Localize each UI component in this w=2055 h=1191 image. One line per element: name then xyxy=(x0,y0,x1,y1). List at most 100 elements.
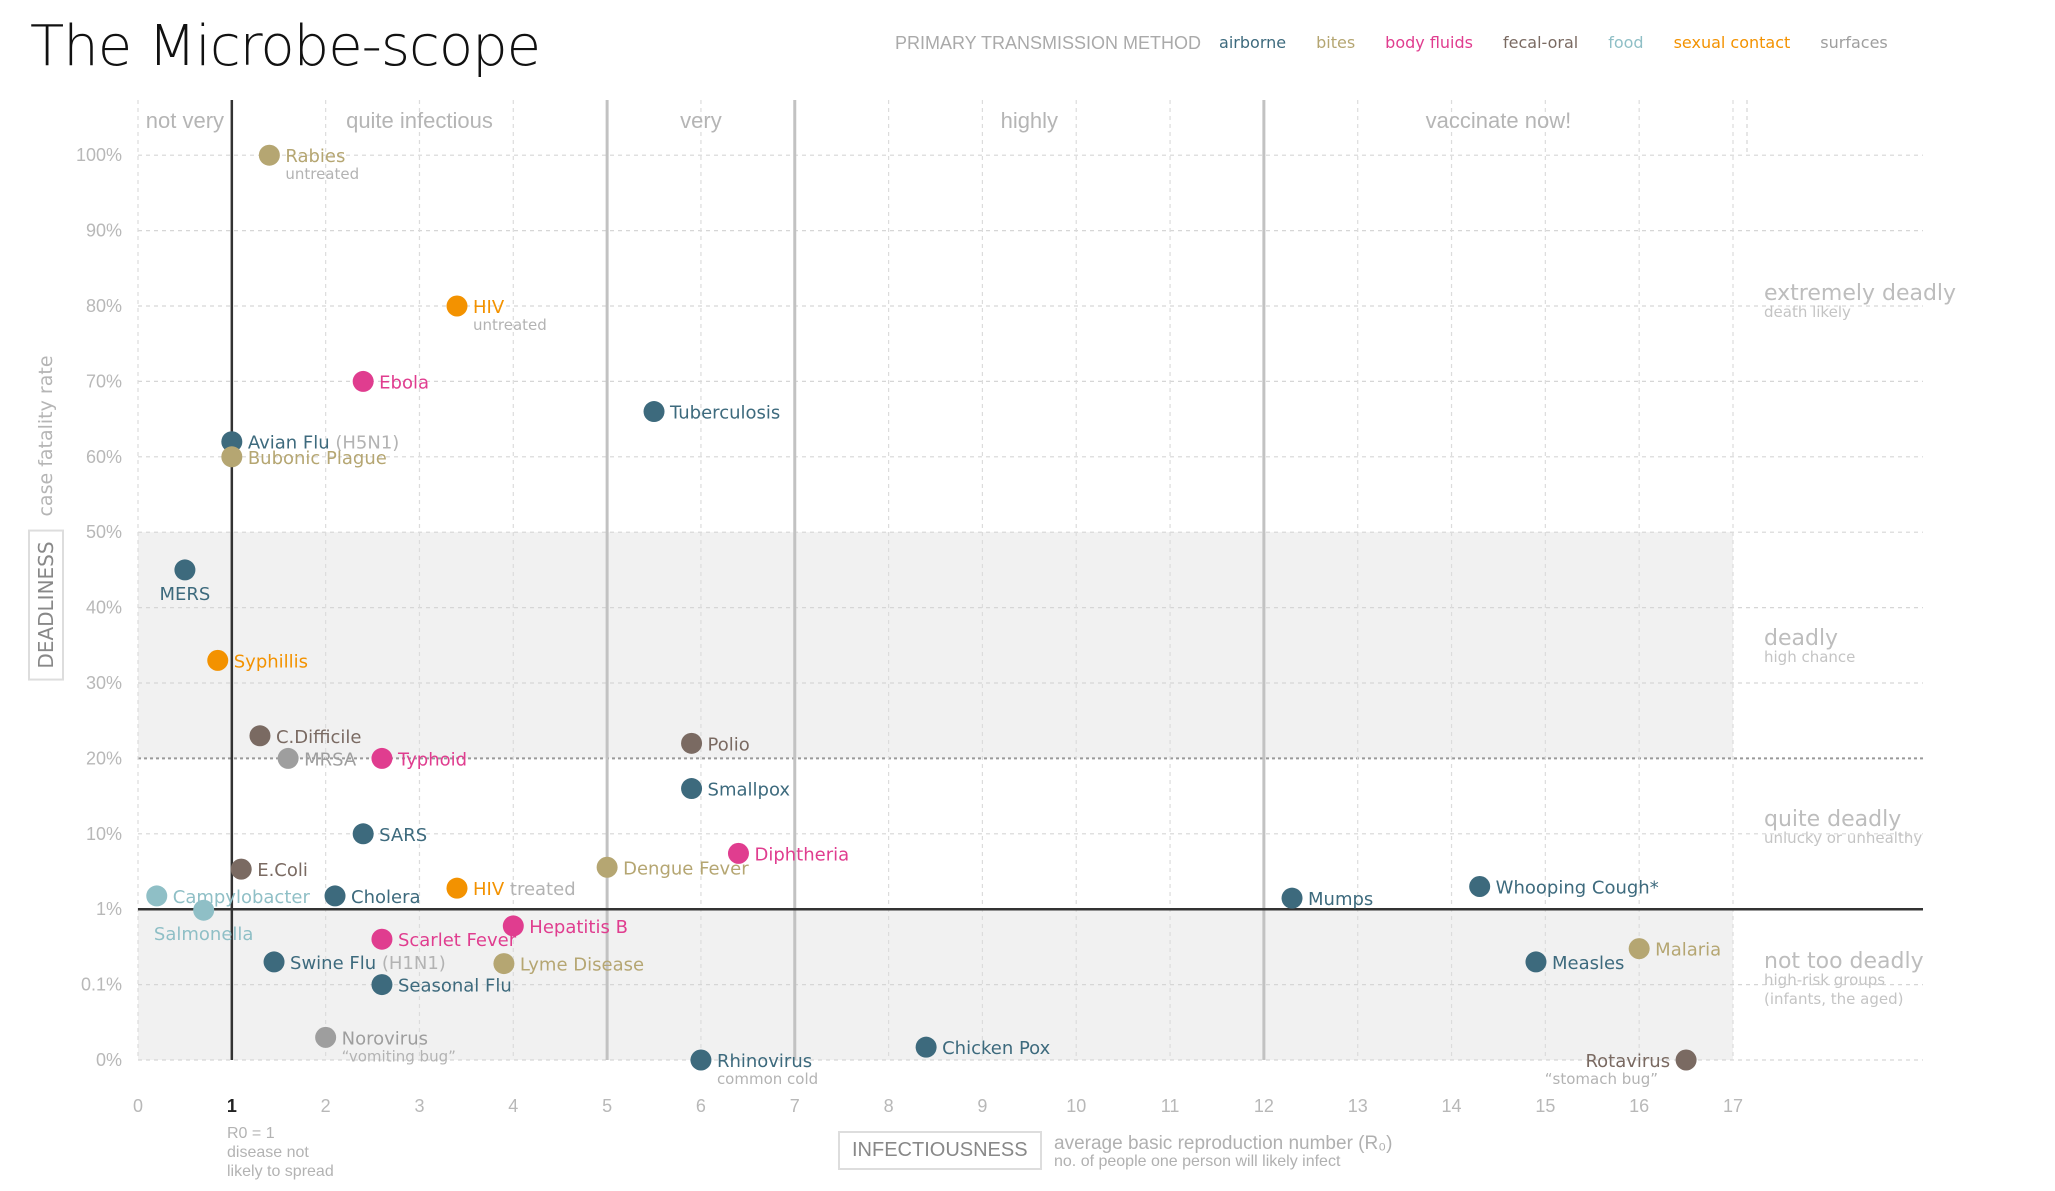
deadliness-band-sublabel: unlucky or unhealthy xyxy=(1764,829,1922,847)
point-sublabel: common cold xyxy=(717,1070,818,1088)
point-marker xyxy=(1675,1049,1697,1071)
point-label: HIV xyxy=(473,297,505,318)
point-marker xyxy=(249,725,271,747)
band-labels: not very quite infectious very highly vaccin… xyxy=(146,108,1956,1008)
shaded-band-deadly xyxy=(138,532,1733,759)
legend-item-body-fluids[interactable]: body fluids xyxy=(1385,33,1473,52)
point-label: MRSA xyxy=(304,749,357,770)
point-label: Typhoid xyxy=(397,749,467,770)
point-marker xyxy=(690,1049,712,1071)
point-marker xyxy=(643,401,665,423)
point-label: Mumps xyxy=(1308,889,1373,910)
tick-labels: 0% 0.1% 1% 10% 20% 30% 40% 50% 60% 70% 80% 90% 100% 0… xyxy=(76,145,1743,1116)
data-point[interactable]: Tuberculosis xyxy=(643,401,781,424)
data-point[interactable]: Scarlet Fever xyxy=(371,928,517,952)
x-axis-description: average basic reproduction number (R₀) n… xyxy=(1054,1133,1393,1171)
point-marker xyxy=(915,1036,937,1058)
point-label: Lyme Disease xyxy=(520,955,644,976)
point-label: Rhinovirus xyxy=(717,1051,812,1072)
y-axis-title: case fatality rate xyxy=(35,355,57,517)
data-point[interactable]: Smallpox xyxy=(681,778,790,801)
deadliness-band-sublabel: high chance xyxy=(1764,648,1855,666)
point-marker xyxy=(230,858,252,880)
data-point[interactable]: Bubonic Plague xyxy=(221,446,387,469)
data-point[interactable]: Measles xyxy=(1525,951,1624,974)
point-marker xyxy=(371,928,393,950)
deadliness-band-label: quite deadly xyxy=(1764,807,1901,832)
x-axis-desc-main: average basic reproduction number (R₀) xyxy=(1054,1133,1393,1154)
legend-item-bites[interactable]: bites xyxy=(1316,33,1356,52)
data-point[interactable]: Whooping Cough* xyxy=(1469,876,1659,899)
data-point[interactable]: Seasonal Flu xyxy=(371,974,512,997)
point-label: Cholera xyxy=(351,887,421,908)
point-label: Measles xyxy=(1552,953,1624,974)
y-tick-label: 40% xyxy=(86,598,122,618)
point-label: Salmonella xyxy=(154,924,254,945)
data-point[interactable]: MRSA xyxy=(277,747,357,771)
point-marker xyxy=(221,446,243,468)
data-point[interactable]: Ebola xyxy=(352,370,429,394)
point-marker xyxy=(681,778,703,800)
data-point[interactable]: MERS xyxy=(159,559,210,605)
point-label: Syphillis xyxy=(234,651,308,672)
point-sublabel: (H1N1) xyxy=(376,953,446,974)
point-label: Chicken Pox xyxy=(942,1038,1051,1059)
point-label: Rotavirus xyxy=(1585,1051,1670,1072)
data-point[interactable]: Norovirus“vomiting bug” xyxy=(315,1026,456,1066)
y-tick-label: 50% xyxy=(86,522,122,542)
point-label: Dengue Fever xyxy=(623,858,749,879)
data-point[interactable]: Typhoid xyxy=(371,747,467,771)
y-tick-label: 0.1% xyxy=(81,975,122,995)
data-point[interactable]: Rotavirus“stomach bug” xyxy=(1545,1049,1697,1089)
data-point[interactable]: Syphillis xyxy=(207,649,308,673)
data-point[interactable]: C.Difficile xyxy=(249,725,362,748)
y-tick-label: 80% xyxy=(86,296,122,316)
y-tick-label: 90% xyxy=(86,221,122,241)
data-point[interactable]: Dengue Fever xyxy=(596,856,750,880)
data-point[interactable]: Salmonella xyxy=(154,899,254,946)
data-point[interactable]: Swine Flu (H1N1) xyxy=(263,951,446,974)
data-point[interactable]: Diphtheria xyxy=(727,842,849,866)
legend-item-sexual-contact[interactable]: sexual contact xyxy=(1673,33,1791,52)
point-label: E.Coli xyxy=(257,860,308,881)
legend-item-fecal-oral[interactable]: fecal-oral xyxy=(1502,33,1579,52)
deadliness-axis-box: DEADLINESS xyxy=(28,529,64,681)
point-label: C.Difficile xyxy=(276,727,362,748)
data-point[interactable]: Cholera xyxy=(324,885,421,908)
x-tick-label: 9 xyxy=(977,1096,987,1116)
data-point[interactable]: Polio xyxy=(681,732,750,756)
y-tick-label: 60% xyxy=(86,447,122,467)
point-label: Tuberculosis xyxy=(669,403,780,424)
data-point[interactable]: Malaria xyxy=(1628,938,1722,961)
data-point[interactable]: Mumps xyxy=(1281,887,1374,911)
deadliness-band-sublabel: (infants, the aged) xyxy=(1764,990,1903,1008)
data-point[interactable]: Hepatitis B xyxy=(502,915,628,938)
point-sublabel: “vomiting bug” xyxy=(342,1047,456,1065)
point-marker xyxy=(502,915,524,937)
point-label: Swine Flu (H1N1) xyxy=(290,953,446,974)
data-point[interactable]: Lyme Disease xyxy=(493,953,644,976)
y-tick-label: 70% xyxy=(86,371,122,391)
data-point[interactable]: E.Coli xyxy=(230,858,308,882)
legend-item-airborne[interactable]: airborne xyxy=(1219,33,1287,52)
y-tick-label: 10% xyxy=(86,824,122,844)
y-tick-label: 1% xyxy=(96,899,122,919)
data-point[interactable]: HIV treated xyxy=(446,877,576,901)
x-tick-label: 15 xyxy=(1535,1096,1555,1116)
infectiousness-axis-box: INFECTIOUSNESS xyxy=(838,1131,1042,1170)
data-point[interactable]: SARS xyxy=(352,823,428,846)
data-point[interactable]: Avian Flu (H5N1) xyxy=(221,431,399,454)
legend-item-food[interactable]: food xyxy=(1608,33,1644,52)
point-sublabel: (H5N1) xyxy=(330,433,400,454)
point-label: Scarlet Fever xyxy=(398,930,517,951)
legend-item-surfaces[interactable]: surfaces xyxy=(1820,33,1888,52)
data-point[interactable]: Chicken Pox xyxy=(915,1036,1051,1060)
data-point[interactable]: Campylobacter xyxy=(146,885,310,908)
point-marker xyxy=(263,951,285,973)
infectiousness-band-label: vaccinate now! xyxy=(1426,108,1572,133)
point-marker xyxy=(371,974,393,996)
point-label: Malaria xyxy=(1655,940,1721,961)
